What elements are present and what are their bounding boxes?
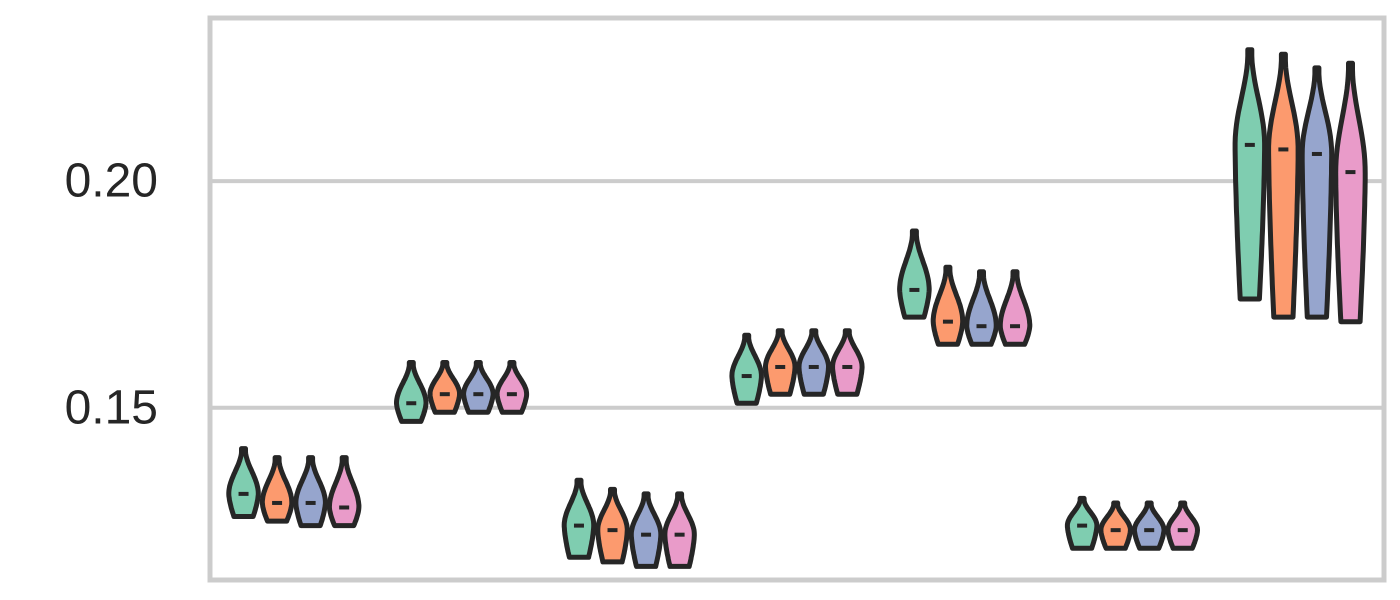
violin-group-3-series-4 bbox=[662, 491, 697, 569]
violin-group-7-series-4 bbox=[1333, 60, 1368, 325]
violin-group-2-series-1 bbox=[394, 360, 429, 424]
violin-group-7-series-3 bbox=[1299, 65, 1335, 320]
y-tick-label: 0.20 bbox=[65, 155, 158, 208]
violins bbox=[226, 47, 1368, 569]
violin-group-6-series-1 bbox=[1064, 495, 1100, 551]
violin-group-5-series-4 bbox=[997, 269, 1033, 347]
violin-group-7-series-1 bbox=[1232, 47, 1268, 302]
y-tick-label: 0.15 bbox=[65, 381, 158, 434]
violin-group-1-series-3 bbox=[293, 455, 328, 529]
violin-group-1-series-2 bbox=[259, 455, 295, 524]
violin-group-3-series-3 bbox=[628, 491, 664, 569]
violin-group-5-series-1 bbox=[897, 228, 932, 320]
violin-group-3-series-1 bbox=[561, 477, 597, 560]
violin-group-6-series-4 bbox=[1165, 500, 1200, 551]
plot-frame bbox=[207, 15, 1387, 583]
violin-group-5-series-2 bbox=[930, 264, 966, 347]
violin-group-4-series-1 bbox=[729, 332, 764, 406]
violin-group-6-series-2 bbox=[1098, 500, 1133, 551]
violin-group-2-series-4 bbox=[494, 360, 530, 415]
violin-group-1-series-1 bbox=[226, 446, 261, 519]
violin-group-4-series-3 bbox=[796, 328, 831, 397]
violin-group-4-series-4 bbox=[830, 328, 865, 397]
violin-group-7-series-2 bbox=[1266, 51, 1301, 320]
violin-group-6-series-3 bbox=[1131, 500, 1167, 551]
violin-group-1-series-4 bbox=[326, 455, 362, 529]
violin-group-2-series-2 bbox=[427, 360, 462, 415]
violin-group-2-series-3 bbox=[461, 360, 496, 415]
y-tick-labels: 0.15 0.20 bbox=[65, 155, 158, 435]
violin-group-5-series-3 bbox=[964, 269, 999, 347]
violin-group-3-series-2 bbox=[595, 486, 630, 565]
gridlines bbox=[210, 179, 1384, 410]
violin-group-4-series-2 bbox=[763, 328, 798, 397]
